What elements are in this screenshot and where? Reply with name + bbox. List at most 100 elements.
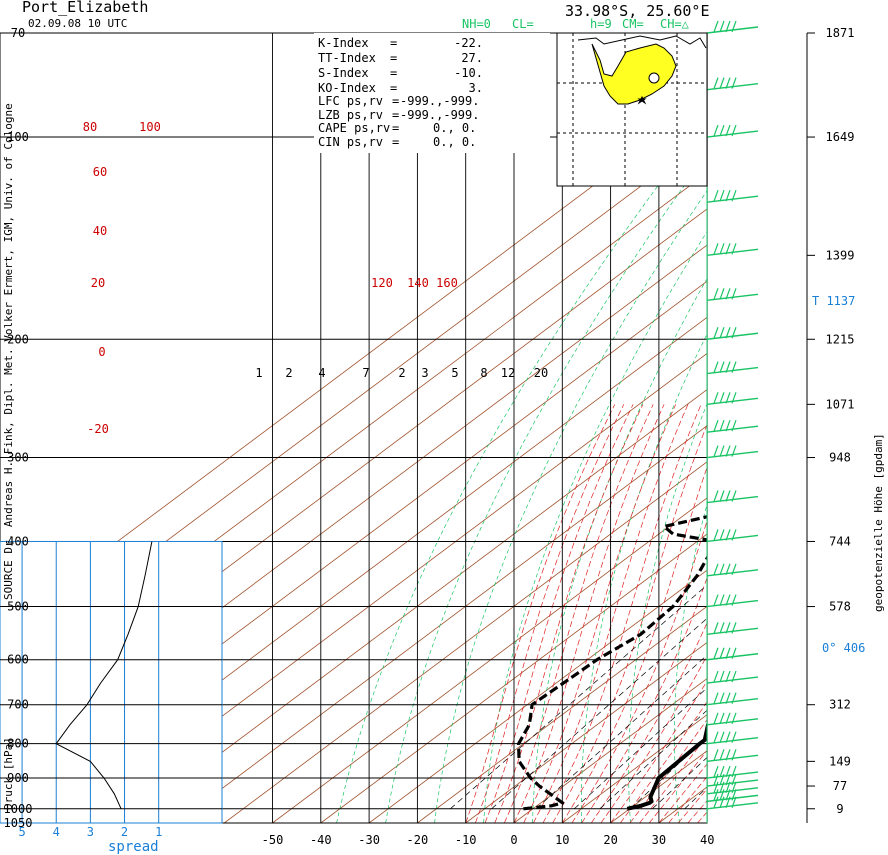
dry-adiabat: [434, 190, 707, 823]
wind-barb: [706, 670, 759, 684]
wind-barb-flag: [731, 327, 737, 339]
index-label: CIN ps,rv: [318, 135, 383, 149]
tropopause-label: T 1137: [812, 294, 855, 308]
map-south-africa: [591, 43, 677, 105]
wind-barb-flag: [719, 594, 725, 606]
moist-adiabat: [600, 654, 707, 823]
height-tick-label: 578: [829, 600, 851, 614]
wind-barb-flag: [719, 189, 725, 202]
height-tick-label: 9: [836, 802, 843, 816]
pressure-tick-label: 100: [7, 130, 29, 144]
wind-barb: [706, 124, 759, 138]
cloud-legend-ch: CH=△: [660, 17, 690, 31]
index-value: -999.,-999.: [400, 94, 479, 108]
spread-axis-title: spread: [108, 839, 159, 855]
wind-barb-flag: [725, 20, 731, 33]
dewpoint-profile: [517, 515, 707, 811]
mixing-ratio-line: [450, 584, 707, 810]
wind-barb-flag: [725, 622, 731, 634]
mixing-label: 2: [285, 366, 292, 380]
wind-barb-flag: [725, 749, 731, 761]
wind-barb-flag: [713, 392, 719, 404]
wind-barb-flag: [713, 288, 719, 300]
mixing-ratio-line: [491, 617, 707, 810]
isotherm-line: [320, 533, 707, 823]
pressure-tick-label: 500: [7, 600, 29, 614]
wind-barb: [706, 490, 759, 504]
cloud-legend-h: h=9: [590, 17, 612, 31]
wind-barb-flag: [731, 692, 737, 704]
theta-label: 60: [93, 165, 107, 179]
index-eq: =: [390, 66, 397, 80]
wind-barbs: [706, 20, 759, 823]
wind-barb-flag: [725, 361, 731, 373]
dry-adiabat-labels: 80 100 60 40 20 0 -20 120 140 160: [83, 120, 458, 436]
wind-barb-flag: [719, 124, 725, 137]
isotherm-line: [706, 822, 707, 823]
pressure-tick-label: 70: [11, 26, 25, 40]
height-tick-label: 1071: [826, 397, 855, 411]
wind-barb-flag: [713, 243, 719, 255]
wind-barb-flag: [713, 419, 719, 432]
wind-barb: [706, 243, 759, 257]
wind-barb-flag: [719, 361, 725, 373]
wind-barb-flag: [713, 20, 719, 33]
wind-barb-flag: [725, 77, 731, 89]
wind-barb-flag: [713, 189, 719, 202]
mixing-label: 12: [501, 366, 515, 380]
moist-adiabat: [523, 404, 677, 823]
index-value: 0., 0.: [433, 121, 476, 135]
wind-barb-flag: [731, 243, 737, 255]
temperature-profile: [626, 721, 707, 811]
height-tick-label: 1215: [826, 332, 855, 346]
isotherm-line: [368, 569, 707, 823]
station-marker-icon: [637, 95, 647, 105]
height-axis-title: geopotenzielle Höhe [gpdam]: [872, 433, 885, 612]
wind-barb: [706, 361, 759, 375]
temperature-tick-label: 0: [510, 833, 517, 847]
spread-tick-label: 2: [121, 825, 128, 839]
sounding-profiles: [517, 515, 707, 811]
wind-barb-flag: [725, 189, 731, 202]
height-tick-label: 1399: [826, 248, 855, 262]
date-time: 02.09.08 10 UTC: [28, 17, 127, 30]
wind-barb-flag: [713, 692, 719, 704]
freezing-level-label: 0° 406: [822, 641, 865, 655]
cloud-legend: NH=0 CL= h=9 CM= CH=△: [462, 17, 690, 31]
mixing-label: 4: [318, 366, 325, 380]
theta-label: 40: [93, 224, 107, 238]
wind-barb: [706, 189, 759, 203]
temperature-tick-label: -50: [262, 833, 284, 847]
wind-barb-flag: [731, 124, 737, 137]
moist-adiabat: [581, 576, 707, 823]
wind-barb-flag: [719, 490, 725, 502]
cloud-legend-cl: CL=: [512, 17, 534, 31]
axis-labels: 7010020030040050060070080090010001050-50…: [4, 26, 855, 847]
wind-barb-flag: [719, 749, 725, 761]
spread-panel: [0, 540, 223, 824]
wind-barb-flag: [719, 765, 725, 778]
wind-barb-flag: [713, 622, 719, 634]
spread-tick-label: 3: [87, 825, 94, 839]
stability-indices: K-Index = -22. TT-Index = 27. S-Index = …: [314, 33, 550, 153]
height-tick-label: 149: [829, 754, 851, 768]
index-value: 27.: [461, 51, 483, 65]
wind-barb-flag: [725, 647, 731, 659]
index-eq: =: [390, 36, 397, 50]
location: 33.98°S, 25.60°E: [565, 2, 710, 20]
wind-barb-flag: [731, 781, 737, 794]
wind-barb: [706, 419, 759, 433]
index-label: TT-Index: [318, 51, 376, 65]
wind-barb-flag: [725, 288, 731, 300]
wind-barb: [706, 622, 759, 636]
wind-barb-flag: [725, 712, 731, 725]
cloud-legend-nh: NH=0: [462, 17, 491, 31]
mixing-label: 8: [480, 366, 487, 380]
location-map: [556, 32, 708, 187]
wind-barb-flag: [731, 773, 737, 786]
moist-adiabat: [513, 404, 665, 823]
wind-barb-flag: [731, 20, 737, 33]
wind-barb-flag: [731, 392, 737, 404]
index-value: 0., 0.: [433, 135, 476, 149]
